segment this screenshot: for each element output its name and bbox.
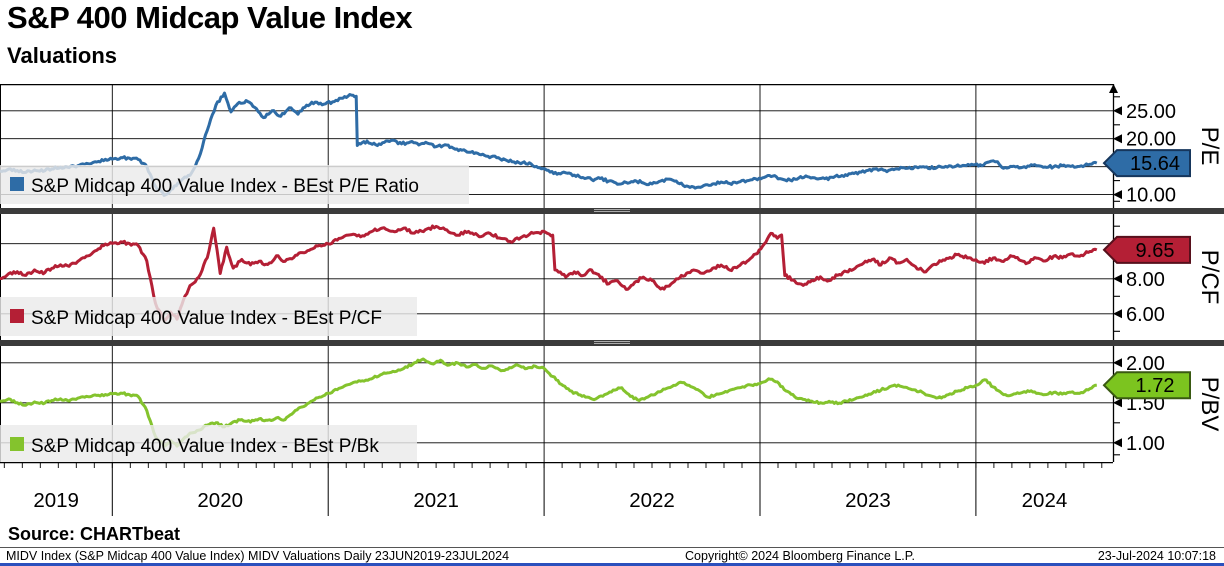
tick-arrow-icon [1113,106,1122,116]
panel-divider[interactable] [0,340,1224,346]
y-tick-label: 2.00 [1126,353,1165,375]
tick-arrow-icon [1113,438,1122,448]
x-tick-label-2022: 2022 [629,489,675,512]
pe-legend[interactable]: S&P Midcap 400 Value Index - BEst P/E Ra… [0,165,469,204]
legend-label: S&P Midcap 400 Value Index - BEst P/CF [31,308,382,329]
legend-swatch-icon [10,437,24,451]
footer: MIDV Index (S&P Midcap 400 Value Index) … [0,549,1224,563]
tick-arrow-icon [1113,190,1122,200]
page-subtitle: Valuations [7,43,118,68]
axis-arrow-icon [1109,84,1118,93]
footer-timestamp: 23-Jul-2024 10:07:18 [1097,549,1216,563]
pbv-panel[interactable]: S&P Midcap 400 Value Index - BEst P/Bk 2.… [0,346,1224,462]
pcf-last-value-badge: 9.65 [1102,235,1191,264]
x-tick-label-2019: 2019 [33,489,79,512]
legend-label: S&P Midcap 400 Value Index - BEst P/E Ra… [31,176,419,197]
x-axis: 2019 2020 2021 2022 2023 2024 [0,462,1224,522]
x-tick-label-2021: 2021 [413,489,459,512]
pcf-axis-title: P/CF [1196,250,1223,305]
pbv-axis-title: P/BV [1196,377,1223,432]
pe-panel[interactable]: S&P Midcap 400 Value Index - BEst P/E Ra… [0,84,1224,208]
y-tick-label: 10.00 [1126,185,1176,207]
svg-text:9.65: 9.65 [1136,240,1175,262]
legend-swatch-icon [10,177,24,191]
pe-axis-title: P/E [1196,127,1223,166]
source-label: Source: CHARTbeat [8,524,181,544]
tick-arrow-icon [1113,358,1122,368]
y-tick-label: 6.00 [1126,304,1165,326]
svg-text:1.72: 1.72 [1136,375,1175,397]
divider-grip-icon[interactable] [594,341,630,345]
x-axis-scale: 2019 2020 2021 2022 2023 2024 [0,462,1113,516]
footer-query-text: MIDV Index (S&P Midcap 400 Value Index) … [6,549,510,563]
page-title: S&P 400 Midcap Value Index [7,0,413,35]
y-tick-label: 20.00 [1126,129,1176,151]
tick-arrow-icon [1113,309,1122,319]
svg-text:15.64: 15.64 [1130,153,1180,175]
tick-arrow-icon [1113,398,1122,408]
pbv-chart: S&P Midcap 400 Value Index - BEst P/Bk 2.… [0,346,1223,462]
y-tick-label: 8.00 [1126,269,1165,291]
x-tick-label-2020: 2020 [197,489,243,512]
pcf-panel[interactable]: S&P Midcap 400 Value Index - BEst P/CF10… [0,214,1224,340]
legend-label: S&P Midcap 400 Value Index - BEst P/Bk [31,436,379,457]
x-tick-label-2023: 2023 [845,489,891,512]
legend-swatch-icon [10,309,24,323]
y-tick-label: 1.00 [1126,433,1165,455]
tick-arrow-icon [1113,134,1122,144]
footer-divider [0,547,1224,548]
pbv-legend[interactable]: S&P Midcap 400 Value Index - BEst P/Bk [0,425,417,462]
pcf-chart: S&P Midcap 400 Value Index - BEst P/CF10… [0,214,1223,340]
footer-copyright-text: Copyright© 2024 Bloomberg Finance L.P. [685,549,915,563]
pcf-legend[interactable]: S&P Midcap 400 Value Index - BEst P/CF [0,297,417,336]
pe-chart: S&P Midcap 400 Value Index - BEst P/E Ra… [0,84,1223,208]
window-border [0,563,1224,566]
panel-divider[interactable] [0,208,1224,214]
x-tick-label-2024: 2024 [1022,489,1068,512]
pe-last-value-badge: 15.64 [1102,149,1191,178]
y-tick-label: 25.00 [1126,101,1176,123]
divider-grip-icon[interactable] [594,209,630,213]
tick-arrow-icon [1113,274,1122,284]
pbv-last-value-badge: 1.72 [1102,371,1191,400]
